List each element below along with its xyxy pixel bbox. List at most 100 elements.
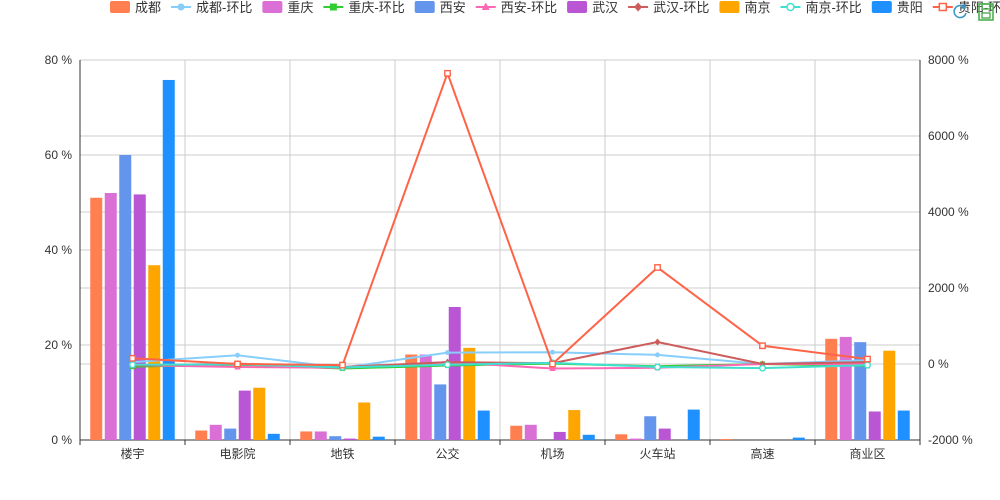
legend-swatch [262, 1, 283, 13]
y-right-tick-label: -2000 % [928, 433, 973, 447]
legend-swatch [110, 1, 130, 13]
bar [477, 410, 490, 440]
legend-label: 武汉-环比 [653, 0, 709, 15]
bar [883, 350, 896, 440]
legend-label: 南京-环比 [805, 0, 861, 15]
legend-swatch [719, 1, 740, 13]
bar [119, 155, 132, 440]
y-left-tick-label: 0 % [51, 433, 72, 447]
y-right-tick-label: 8000 % [928, 53, 969, 67]
y-right-tick-label: 6000 % [928, 129, 969, 143]
bar [90, 197, 103, 440]
legend-label: 贵阳 [897, 0, 923, 15]
legend-label: 西安 [440, 0, 466, 15]
bar [300, 431, 313, 440]
y-right-tick-label: 2000 % [928, 281, 969, 295]
bar [644, 416, 657, 440]
legend-label: 西安-环比 [501, 0, 557, 15]
y-left-tick-label: 40 % [45, 243, 73, 257]
line-point [128, 361, 136, 369]
bar [868, 411, 881, 440]
legend-item: 南京-环比 [780, 0, 862, 15]
line-point [549, 360, 556, 368]
bar [267, 433, 280, 440]
bar [195, 430, 208, 440]
line-point [444, 69, 451, 77]
legend-item: 重庆-环比 [323, 0, 405, 15]
line-point [864, 355, 871, 363]
bar [343, 438, 356, 440]
x-tick-label: 电影院 [219, 447, 255, 461]
line-point [759, 342, 766, 350]
save-image-icon[interactable] [976, 2, 996, 22]
bar [463, 347, 476, 440]
line-point [654, 363, 662, 371]
x-tick-label: 楼宇 [120, 446, 144, 461]
legend-item: 南京 [719, 0, 770, 15]
legend-label: 重庆-环比 [348, 0, 404, 15]
legend-item: 武汉 [567, 0, 618, 15]
bar [162, 79, 175, 440]
legend-swatch [567, 1, 588, 13]
legend-item: 成都-环比 [171, 0, 252, 15]
bar [405, 354, 418, 440]
bar [419, 354, 432, 440]
line-point [654, 338, 661, 346]
bar [687, 409, 700, 440]
legend-item: 西安-环比 [475, 0, 557, 15]
line-point [235, 352, 240, 358]
y-right-tick-label: 4000 % [928, 205, 969, 219]
bar [629, 438, 642, 440]
y-left-tick-label: 20 % [45, 338, 73, 352]
line-point [129, 354, 136, 362]
legend-item: 重庆 [262, 0, 313, 15]
bar [553, 431, 566, 440]
line-point [864, 361, 872, 369]
bar [658, 428, 671, 440]
bar [238, 390, 251, 440]
legend-label: 南京 [744, 0, 770, 15]
legend-label: 成都-环比 [196, 0, 252, 15]
line-point [550, 349, 555, 355]
bar [615, 434, 628, 440]
line-point [549, 365, 556, 372]
series-line [132, 361, 868, 370]
bar [434, 384, 447, 440]
x-tick-label: 地铁 [330, 447, 354, 461]
refresh-icon[interactable] [950, 2, 970, 22]
bar [104, 193, 117, 440]
bar [720, 439, 733, 440]
x-tick-label: 火车站 [639, 446, 675, 461]
bar [358, 402, 371, 440]
x-tick-label: 高速 [750, 446, 774, 461]
x-tick-label: 机场 [540, 447, 564, 461]
line-point [759, 364, 767, 372]
bar [224, 428, 237, 440]
bar [897, 410, 910, 440]
x-tick-label: 商业区 [849, 446, 885, 461]
legend-label: 重庆 [287, 0, 313, 15]
y-right-tick-label: 0 % [928, 357, 949, 371]
bar [133, 194, 146, 440]
series-line [132, 70, 868, 367]
series-line [132, 351, 868, 369]
line-point [444, 361, 452, 369]
legend-swatch [871, 1, 892, 13]
line-point [655, 352, 660, 358]
bar [792, 437, 805, 440]
y-left-tick-label: 60 % [45, 148, 73, 162]
bar [582, 434, 595, 440]
bar [372, 436, 385, 440]
bar [329, 436, 342, 440]
line-point [234, 360, 241, 368]
legend-item: 贵阳 [871, 0, 923, 15]
legend-item: 成都 [110, 0, 161, 15]
bar [510, 425, 523, 440]
bar [839, 336, 852, 440]
legend-label: 成都 [135, 0, 161, 15]
y-left-tick-label: 80 % [45, 53, 73, 67]
legend-item: 武汉-环比 [628, 0, 709, 15]
bar [209, 424, 222, 440]
legend-label: 武汉 [592, 0, 618, 15]
